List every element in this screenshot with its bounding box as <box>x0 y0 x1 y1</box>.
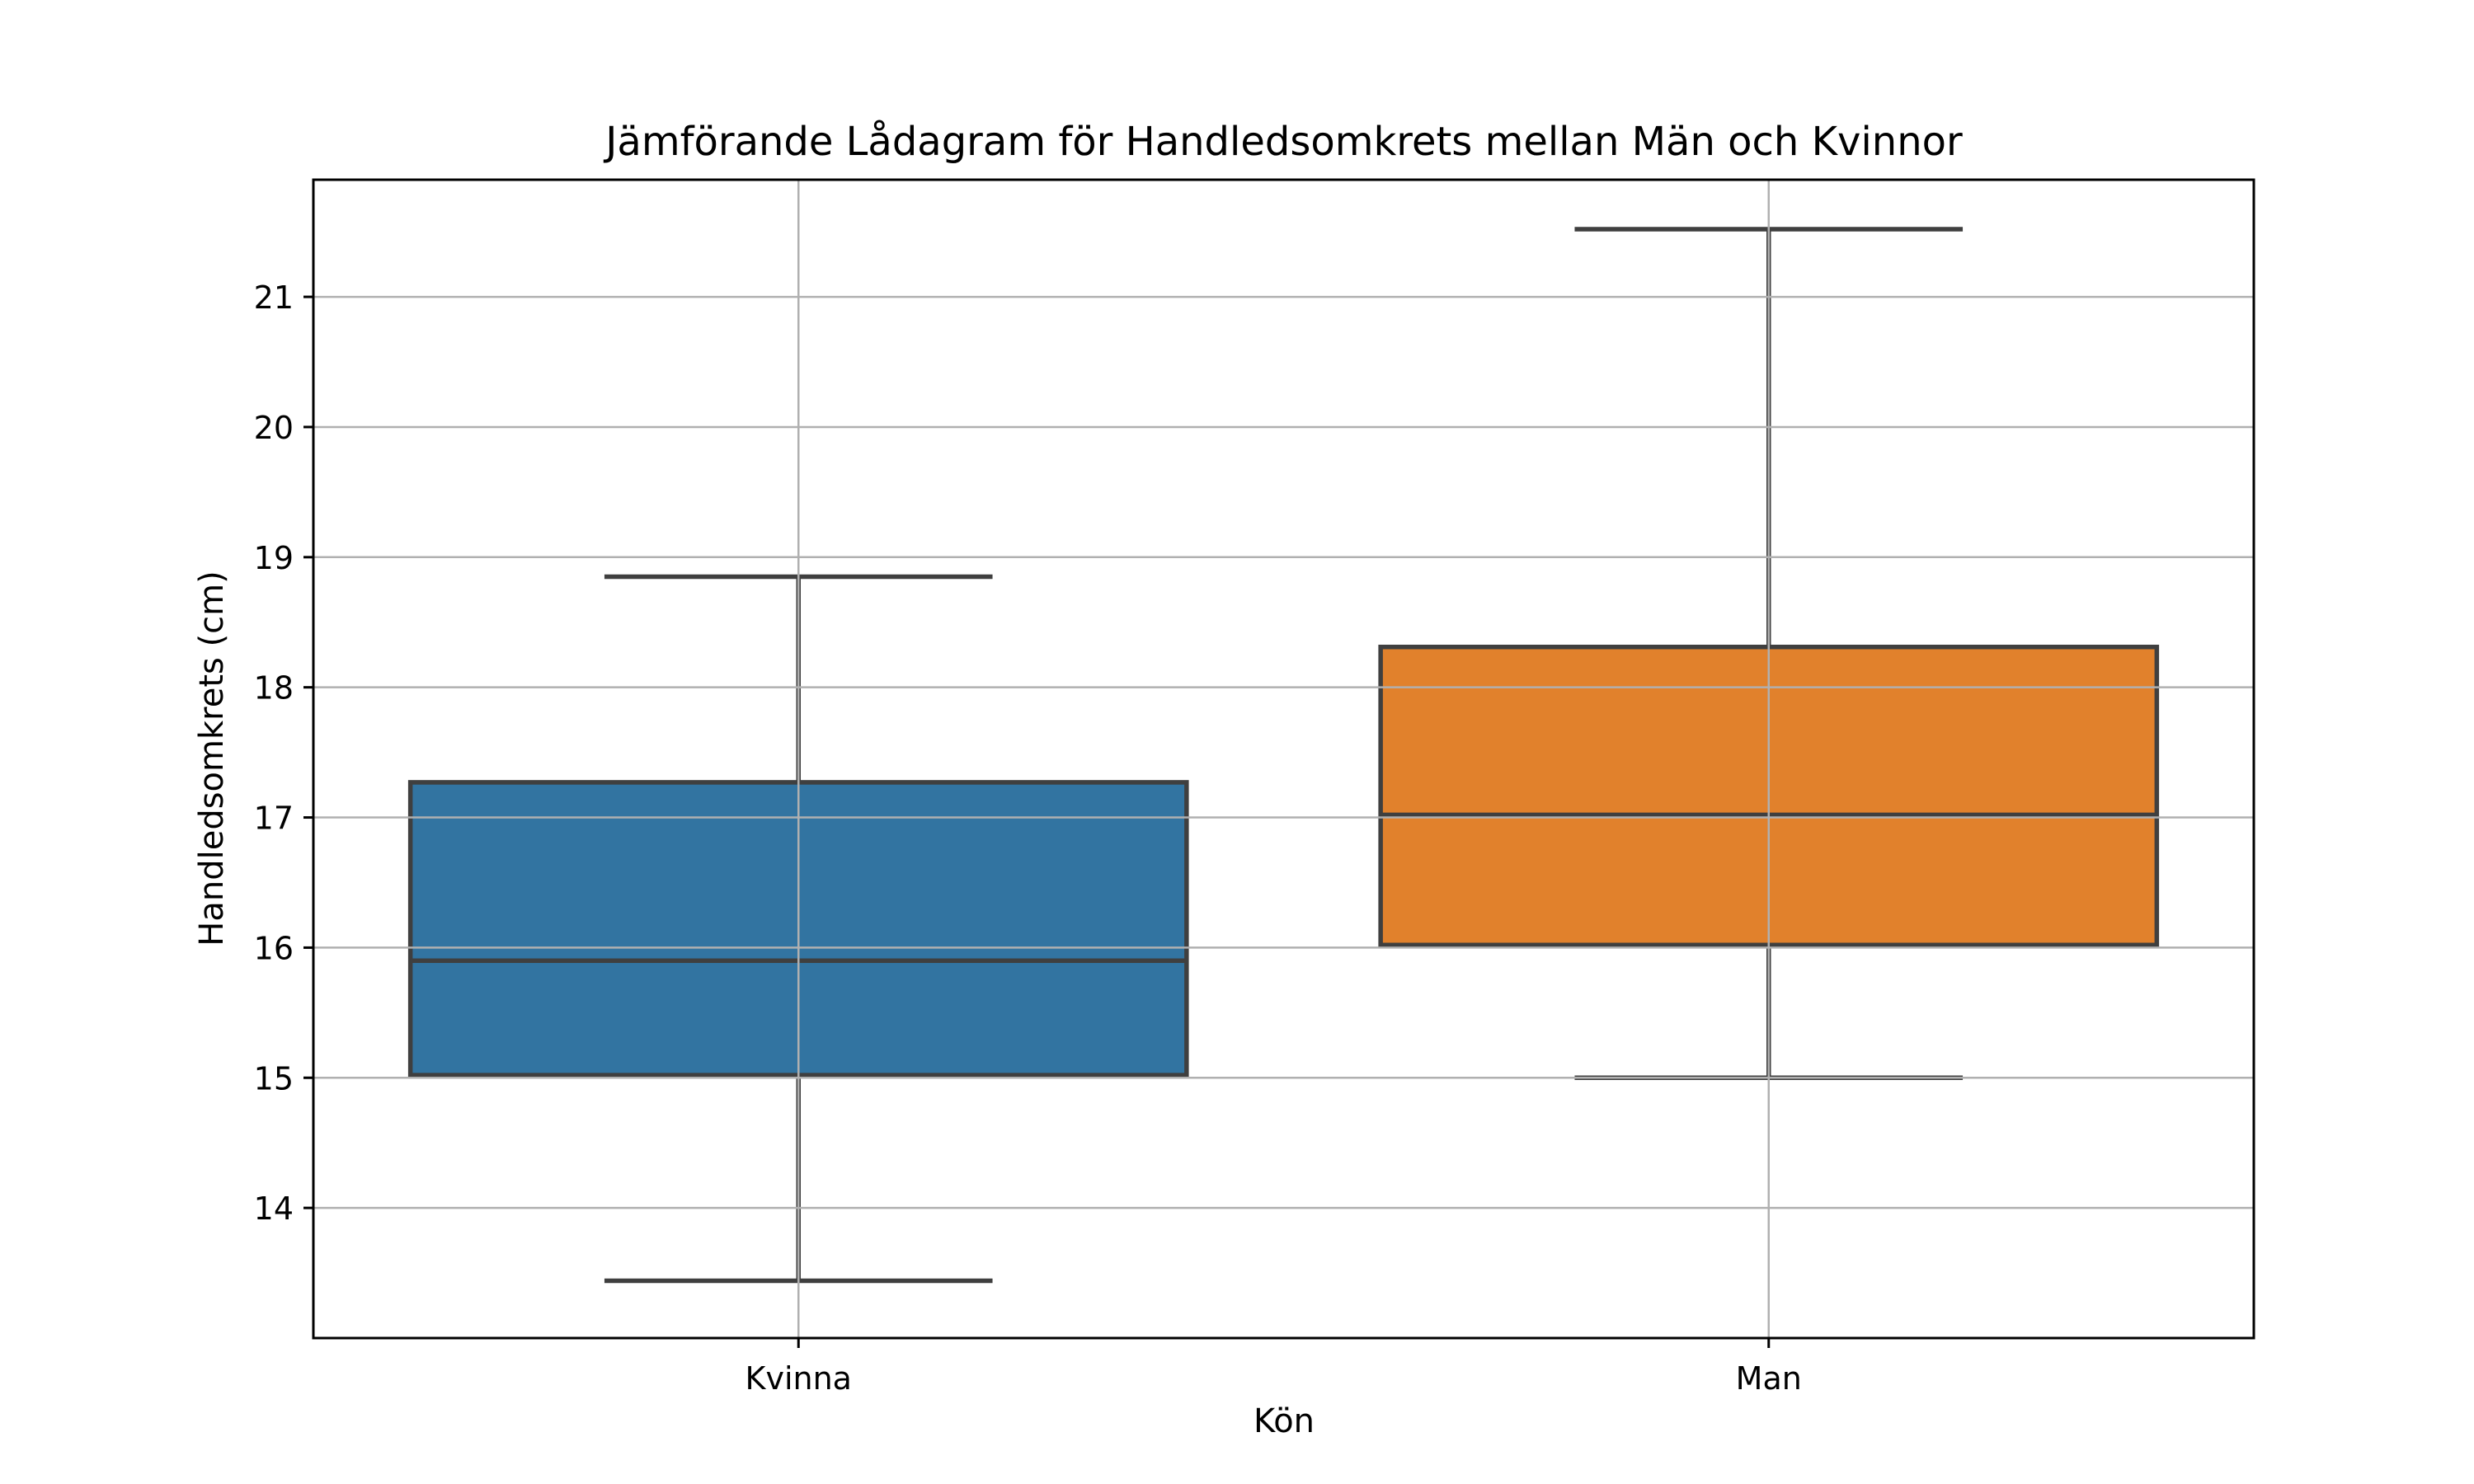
y-tick-label: 18 <box>254 670 294 707</box>
y-axis-label: Handledsomkrets (cm) <box>193 571 231 946</box>
box-layer <box>407 227 2160 1284</box>
y-tick-label: 20 <box>254 410 294 446</box>
y-tick-label: 21 <box>254 279 294 316</box>
plot-frame <box>312 178 2255 1340</box>
y-tick-label: 14 <box>254 1190 294 1227</box>
x-tick-label: Kvinna <box>745 1360 852 1397</box>
chart-title: Jämförande Lådagram för Handledsomkrets … <box>603 119 1963 165</box>
y-tick-label: 19 <box>254 540 294 576</box>
y-tick-label: 15 <box>254 1060 294 1097</box>
x-tick-label: Man <box>1736 1360 1802 1397</box>
grid-layer <box>313 180 2254 1338</box>
tick-layer: 14 15 16 17 18 19 20 21 Kvinna Man <box>254 279 1802 1397</box>
y-tick-label: 16 <box>254 930 294 966</box>
y-tick-label: 17 <box>254 801 294 837</box>
x-axis-label: Kön <box>1253 1402 1315 1440</box>
